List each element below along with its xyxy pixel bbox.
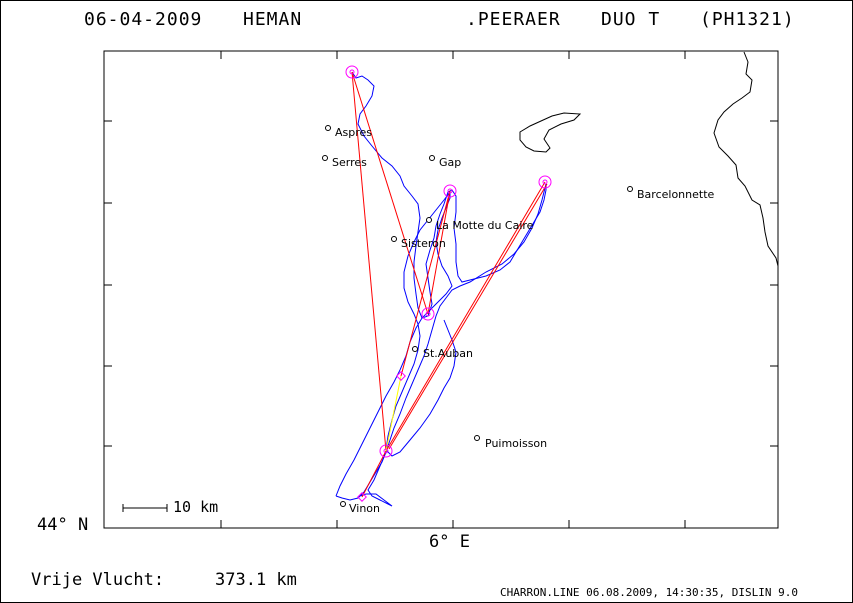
flight-track-south bbox=[335, 192, 453, 497]
latitude-label: 44° N bbox=[37, 515, 89, 535]
lake-outline bbox=[519, 112, 582, 153]
glider-registration: (PH1321) bbox=[700, 9, 795, 30]
town-label-vinon: Vinon bbox=[349, 502, 380, 515]
axis-ticks bbox=[104, 51, 778, 528]
town-label-serres: Serres bbox=[332, 156, 367, 169]
credit-line: CHARRON.LINE 06.08.2009, 14:30:35, DISLI… bbox=[500, 586, 799, 599]
copilot-name: .PEERAER bbox=[466, 9, 561, 30]
scale-bar-label: 10 km bbox=[173, 498, 219, 516]
distance-label: Vrije Vlucht: bbox=[31, 570, 165, 590]
national-border-line bbox=[713, 51, 779, 267]
pilot-name: HEMAN bbox=[243, 9, 303, 30]
map-frame bbox=[103, 50, 779, 529]
turnpoint-markers bbox=[345, 65, 552, 502]
distance-value: 373.1 km bbox=[215, 570, 297, 590]
town-label-la-motte-du-caire: La Motte du Caire bbox=[436, 219, 534, 232]
flight-date: 06-04-2009 bbox=[84, 9, 203, 30]
task-legs bbox=[351, 71, 548, 498]
glider-type: DUO T bbox=[601, 9, 661, 30]
town-label-puimoisson: Puimoisson bbox=[485, 437, 547, 450]
flight-track-final bbox=[359, 451, 393, 507]
town-label-aspres: Aspres bbox=[335, 126, 372, 139]
final-glide-leg bbox=[385, 375, 402, 452]
scale-bar bbox=[122, 504, 168, 512]
town-markers bbox=[322, 125, 633, 507]
town-label-gap: Gap bbox=[439, 156, 461, 169]
town-label-sisteron: Sisteron bbox=[401, 237, 446, 250]
longitude-label: 6° E bbox=[429, 532, 470, 552]
flight-track-west bbox=[385, 191, 457, 457]
flight-track bbox=[351, 71, 547, 319]
town-label-barcelonnette: Barcelonnette bbox=[637, 188, 715, 201]
town-label-st-auban: St.Auban bbox=[423, 347, 473, 360]
